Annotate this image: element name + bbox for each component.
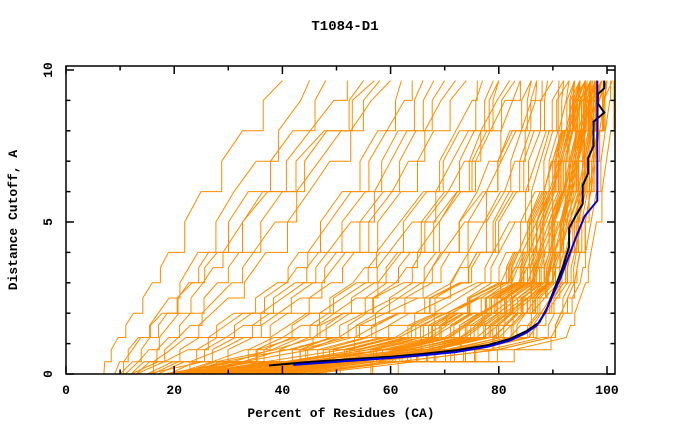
x-tick-label: 100 xyxy=(595,383,619,398)
y-tick-label: 10 xyxy=(41,62,56,78)
x-tick-label: 60 xyxy=(383,383,399,398)
orange-model-curve xyxy=(201,80,516,374)
orange-model-curve xyxy=(147,80,500,374)
orange-model-curve xyxy=(309,80,615,374)
orange-model-curve xyxy=(184,80,570,374)
x-tick-label: 40 xyxy=(275,383,291,398)
orange-model-curve xyxy=(125,80,348,374)
orange-model-curve xyxy=(103,80,283,374)
orange-model-curve xyxy=(201,80,586,374)
orange-model-curve xyxy=(276,80,603,374)
black-highlight-curve xyxy=(268,80,606,367)
orange-model-curve xyxy=(179,80,484,374)
orange-model-curve xyxy=(287,80,608,374)
x-tick-label: 20 xyxy=(166,383,182,398)
orange-model-curve xyxy=(130,80,402,374)
y-tick-label: 5 xyxy=(41,218,56,226)
orange-model-curve xyxy=(168,80,467,374)
orange-model-curve xyxy=(136,80,413,374)
orange-model-curve xyxy=(233,80,592,374)
orange-model-curve xyxy=(152,80,538,374)
orange-model-curve xyxy=(255,80,597,374)
orange-model-curve xyxy=(206,80,581,374)
orange-model-curve xyxy=(228,80,592,374)
orange-model-curve xyxy=(163,80,456,374)
orange-model-curve xyxy=(195,80,581,374)
chart-title: T1084-D1 xyxy=(311,19,378,35)
orange-model-curve xyxy=(168,80,532,374)
orange-model-curve xyxy=(141,80,391,374)
orange-model-curve xyxy=(109,80,310,374)
y-tick-label: 0 xyxy=(41,370,56,378)
orange-model-curve xyxy=(190,80,586,374)
orange-model-curve xyxy=(174,80,565,374)
orange-model-curve xyxy=(135,80,381,374)
axes-frame-layer: 0 20 40 60 80 100 0 5 10 xyxy=(41,62,619,398)
orange-model-curve xyxy=(163,80,548,374)
orange-model-curve xyxy=(179,80,543,374)
orange-model-curve xyxy=(255,80,597,374)
orange-model-curve xyxy=(190,80,581,374)
blue-highlight-curve xyxy=(293,80,599,366)
orange-model-curve xyxy=(158,80,521,374)
orange-model-curve xyxy=(206,80,586,374)
x-axis-label: Percent of Residues (CA) xyxy=(247,406,434,421)
orange-model-curve xyxy=(146,80,424,374)
orange-model-curve xyxy=(217,80,592,374)
curves-layer xyxy=(103,80,615,374)
orange-model-curve xyxy=(293,80,612,374)
x-tick-label: 0 xyxy=(62,383,70,398)
plot-border xyxy=(65,65,616,375)
orange-model-curve xyxy=(157,80,446,374)
orange-model-curve xyxy=(130,80,365,374)
orange-model-curve xyxy=(287,80,603,374)
y-axis-label: Distance Cutoff, A xyxy=(6,150,21,291)
x-tick-label: 80 xyxy=(491,383,507,398)
orange-model-curve xyxy=(206,80,521,374)
orange-model-curve xyxy=(114,80,375,374)
